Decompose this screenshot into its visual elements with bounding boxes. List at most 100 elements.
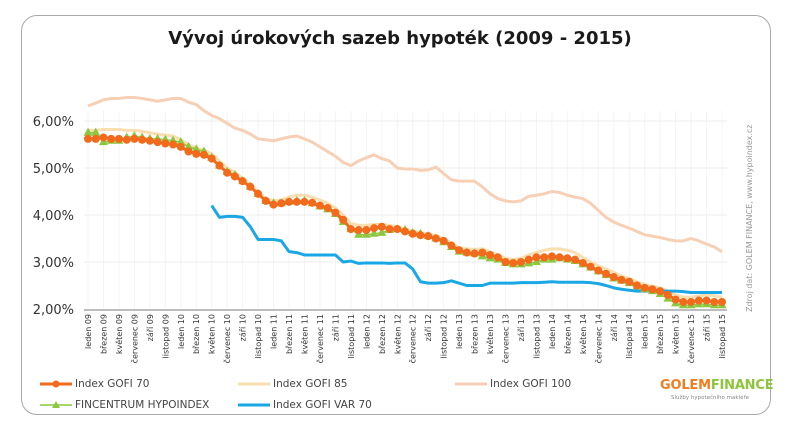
y-tick-label: 6,00%: [33, 115, 74, 130]
data-point: [215, 161, 224, 170]
series-line: [87, 96, 723, 253]
x-tick-label: listopad 10: [254, 314, 263, 358]
data-point: [323, 203, 332, 212]
data-point: [547, 252, 556, 261]
x-tick-label: září 14: [610, 314, 619, 341]
data-point: [648, 285, 657, 294]
data-point: [207, 154, 216, 163]
data-point: [501, 258, 510, 266]
y-tick-label: 5,00%: [33, 162, 74, 177]
data-point: [578, 258, 587, 267]
data-point: [470, 249, 479, 258]
data-point: [710, 297, 719, 306]
data-point: [571, 255, 580, 264]
data-point: [516, 258, 525, 266]
data-point: [277, 199, 286, 208]
legend-item-gofi-70: Index GOFI 70: [40, 378, 149, 390]
data-point: [455, 246, 464, 255]
y-tick-label: 2,00%: [33, 303, 74, 318]
x-tick-label: září 10: [239, 314, 248, 341]
x-tick-label: listopad 14: [625, 314, 634, 358]
data-point: [346, 225, 355, 234]
data-point: [184, 141, 194, 150]
legend-label: Index GOFI 85: [273, 378, 348, 390]
data-point: [385, 225, 394, 234]
x-tick-label: březen 11: [285, 314, 294, 354]
x-tick-label: červenec 10: [222, 314, 232, 363]
x-tick-label: březen 15: [656, 314, 665, 354]
data-point: [563, 254, 572, 263]
data-point: [609, 273, 618, 282]
series-index-gofi-85: [88, 127, 723, 299]
data-point: [555, 253, 564, 262]
data-point: [478, 248, 487, 257]
x-axis-ticks: leden 09 březen 09 květen 09 červenec 09 zář…: [84, 314, 727, 363]
data-point: [401, 227, 409, 236]
x-tick-label: květen 12: [393, 314, 402, 354]
x-tick-label: leden 11: [270, 314, 279, 349]
legend-swatch-fincentrum: [40, 399, 72, 411]
data-point: [223, 168, 232, 177]
x-tick-label: květen 13: [486, 314, 495, 354]
y-tick-label: 4,00%: [33, 209, 74, 224]
data-point: [408, 229, 417, 238]
x-tick-label: leden 12: [362, 314, 371, 349]
data-point: [694, 296, 703, 305]
logo-brand: GOLEMFINANCE: [660, 378, 774, 393]
x-tick-label: leden 10: [177, 314, 186, 349]
data-point: [308, 198, 317, 207]
data-point: [122, 135, 131, 144]
data-point: [462, 248, 471, 257]
data-point: [431, 234, 440, 243]
data-point: [687, 297, 696, 306]
legend-item-gofi-85: Index GOFI 85: [238, 378, 347, 390]
data-point: [91, 127, 101, 136]
x-tick-label: září 09: [146, 314, 155, 341]
data-point: [377, 227, 387, 236]
series-index-gofi-var-70: [210, 204, 722, 295]
x-tick-label: červenec 14: [593, 314, 603, 363]
data-point: [679, 297, 688, 306]
data-point: [493, 253, 502, 262]
legend-label: FINCENTRUM HYPOINDEX: [75, 399, 210, 411]
x-tick-label: leden 15: [641, 314, 650, 349]
data-point: [540, 253, 549, 262]
data-point: [145, 136, 154, 145]
data-point: [486, 250, 495, 259]
data-point: [702, 296, 711, 305]
x-tick-label: červenec 09: [129, 314, 139, 363]
data-point: [261, 196, 270, 205]
x-tick-label: listopad 12: [440, 314, 449, 358]
legend-item-gofi-var-70: Index GOFI VAR 70: [238, 399, 372, 411]
y-axis-ticks: 2,00% 3,00% 4,00% 5,00% 6,00%: [33, 115, 74, 318]
x-tick-label: květen 14: [579, 314, 588, 354]
data-point: [632, 281, 641, 290]
legend-swatch-gofi-70: [40, 378, 72, 390]
x-tick-label: září 15: [703, 314, 712, 341]
data-point: [246, 182, 255, 191]
legend-swatch-gofi-100: [455, 378, 487, 390]
data-point: [300, 197, 309, 206]
data-point: [377, 222, 386, 231]
logo-brand-part2: FINANCE: [710, 378, 774, 393]
x-tick-label: červenec 13: [501, 314, 511, 363]
data-point: [161, 139, 170, 148]
data-point: [331, 208, 340, 217]
series-line: [210, 204, 722, 295]
logo-brand-part1: GOLEM: [660, 378, 711, 393]
x-tick-label: září 12: [424, 314, 433, 341]
x-tick-label: březen 14: [563, 314, 572, 354]
legend-swatch-gofi-var-70: [238, 399, 270, 411]
data-point: [509, 258, 518, 267]
data-point: [176, 142, 185, 151]
data-point: [130, 134, 139, 143]
data-point: [439, 236, 448, 245]
x-tick-label: červenec 12: [408, 314, 418, 363]
data-point: [153, 138, 162, 147]
data-point: [656, 287, 665, 296]
data-point: [416, 231, 425, 240]
data-point: [230, 172, 239, 181]
data-point: [671, 295, 680, 304]
data-point: [199, 150, 208, 159]
